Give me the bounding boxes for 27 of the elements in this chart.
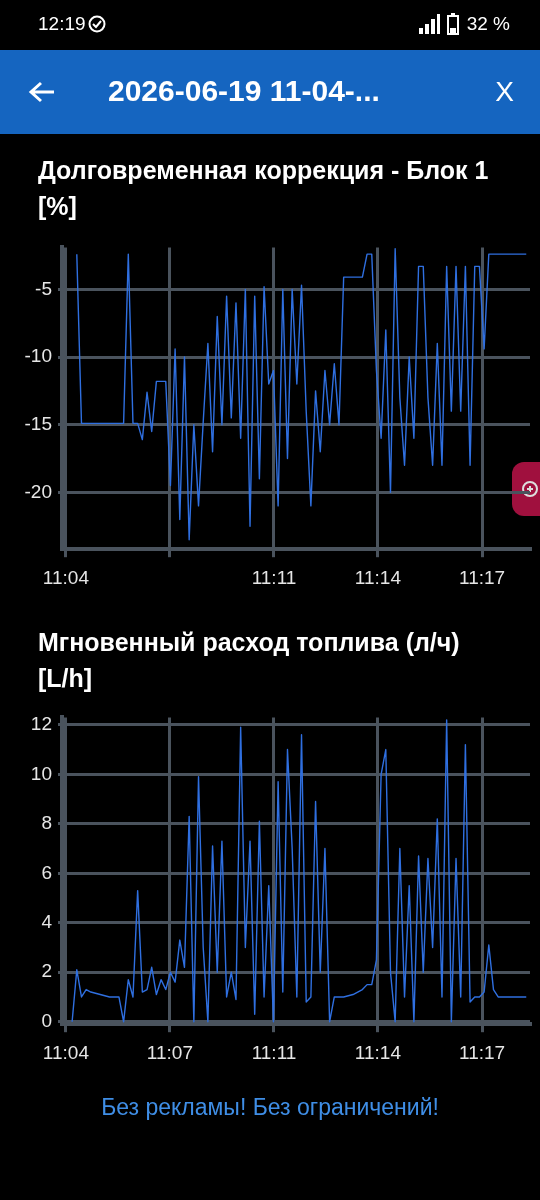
y-tick-label: 4 (41, 910, 53, 932)
y-tick-label: 10 (30, 762, 52, 784)
y-tick-label: -15 (24, 412, 52, 434)
chart-title: Мгновенный расход топлива (л/ч) [L/h] (38, 627, 461, 694)
y-tick-label: -10 (24, 345, 52, 367)
x-tick-label: 11:17 (458, 1041, 506, 1063)
text: 2026-06-19 11-04-... (108, 74, 380, 108)
y-tick-label: 12 (30, 713, 52, 735)
x-tick-label: 11:11 (251, 566, 297, 588)
x-tick-label: 11:04 (42, 566, 90, 588)
text: 32 % (466, 13, 510, 35)
text: 12:19 (38, 13, 86, 35)
y-tick-label: 2 (41, 960, 52, 982)
y-tick-label: 6 (41, 861, 52, 883)
x-tick-label: 11:14 (354, 1041, 402, 1063)
y-tick-label: 8 (41, 812, 52, 834)
x-tick-label: 11:11 (251, 1041, 297, 1063)
x-tick-label: 11:14 (354, 566, 402, 588)
y-tick-label: 0 (41, 1009, 52, 1031)
y-tick-label: -20 (24, 480, 52, 502)
text: X (495, 76, 514, 108)
x-tick-label: 11:17 (458, 566, 506, 588)
x-tick-label: 11:04 (42, 1041, 90, 1063)
text: Без рекламы! Без ограничений! (100, 1094, 440, 1121)
chart-title: Долговременная коррекция - Блок 1 [%] (38, 155, 490, 222)
y-tick-label: -5 (35, 277, 52, 299)
x-tick-label: 11:07 (146, 1041, 193, 1063)
